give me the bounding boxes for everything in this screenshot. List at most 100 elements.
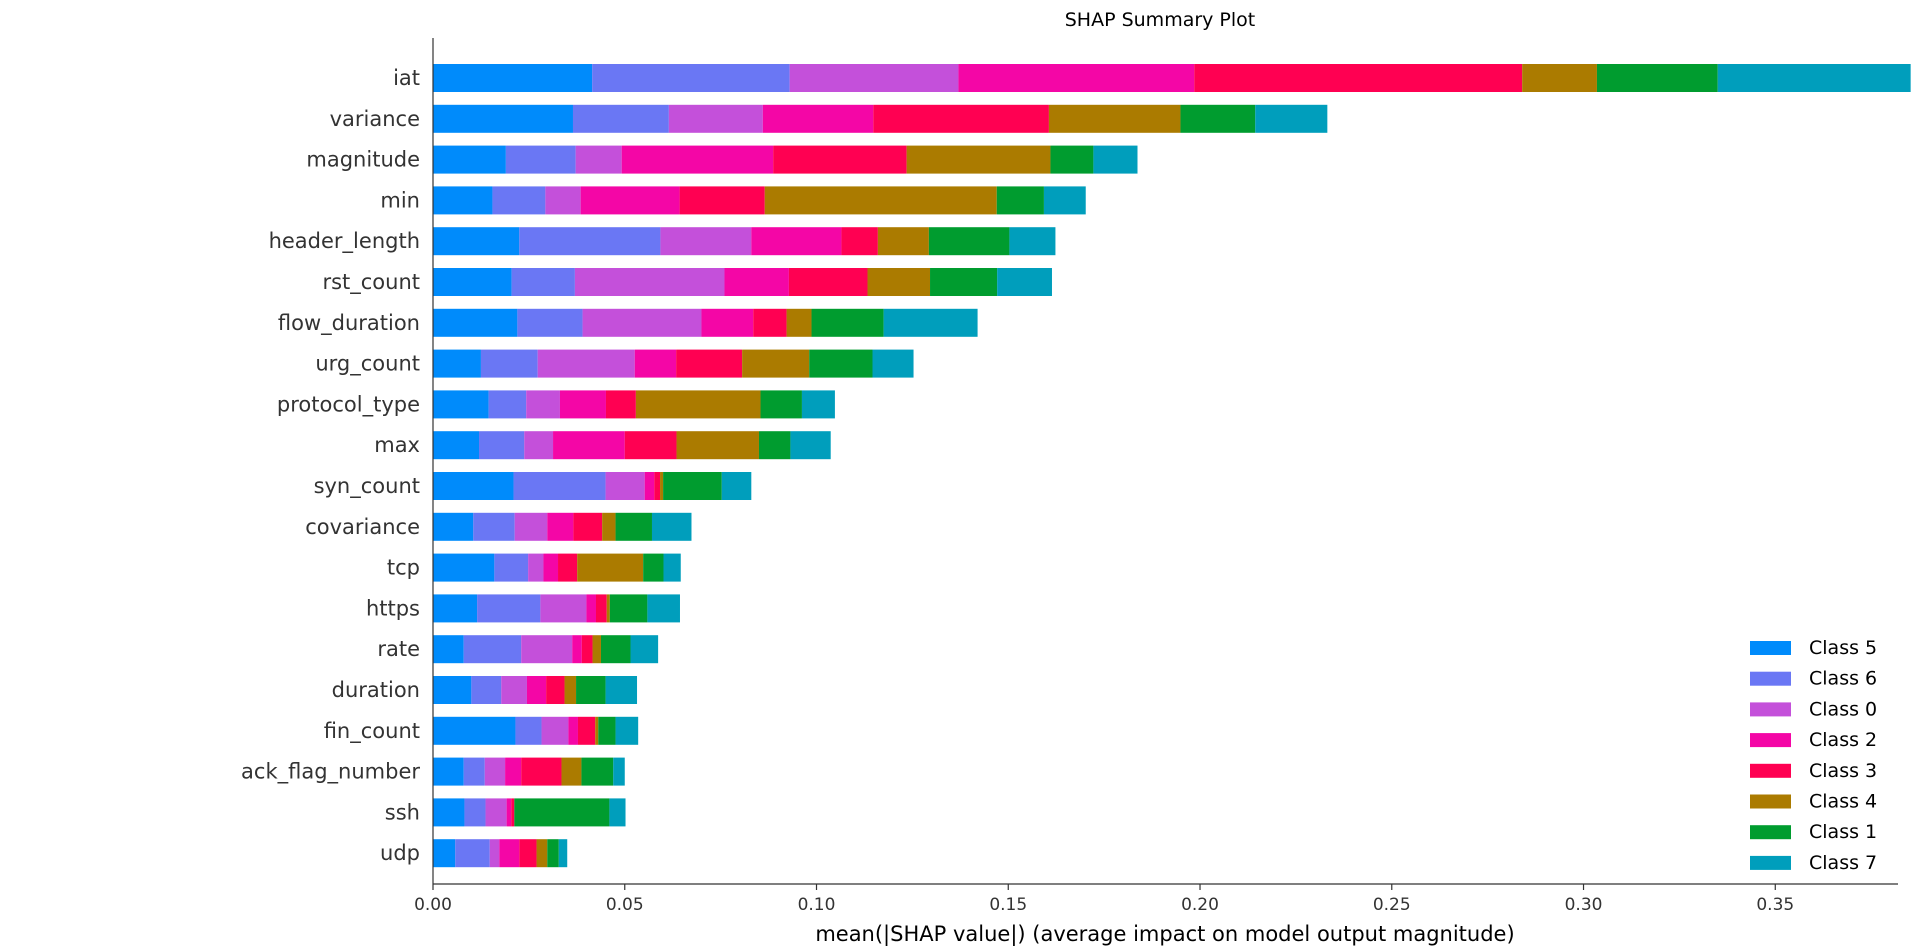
bar-segment-iat-class-2 [958, 64, 1195, 92]
bar-segment-magnitude-class-1 [1050, 145, 1094, 174]
bar-segment-ack_flag_number-class-5 [433, 757, 464, 786]
x-axis-label: mean(|SHAP value|) (average impact on mo… [815, 922, 1514, 947]
bar-segment-tcp-class-4 [577, 553, 644, 582]
bar-segment-rst_count-class-0 [574, 268, 725, 296]
bar-segment-header_length-class-4 [877, 227, 929, 256]
bar-segment-ack_flag_number-class-3 [521, 757, 562, 786]
bar-segment-https-class-7 [647, 594, 680, 623]
feature-label-ack_flag_number: ack_flag_number [241, 760, 420, 785]
bar-segment-iat-class-6 [592, 64, 790, 92]
feature-label-max: max [374, 433, 420, 457]
bar-segment-variance-class-0 [668, 104, 763, 133]
bar-segment-header_length-class-1 [928, 227, 1010, 256]
bar-segment-max-class-7 [790, 431, 831, 460]
bar-segment-iat-class-5 [433, 64, 593, 92]
bar-segment-rate-class-7 [630, 635, 659, 664]
bar-segment-urg_count-class-1 [809, 349, 873, 378]
legend-swatch-class-7 [1750, 855, 1791, 870]
feature-label-ssh: ssh [385, 800, 420, 824]
bar-segment-covariance-class-2 [547, 512, 574, 541]
bar-segment-min-class-5 [433, 186, 493, 215]
bar-segment-variance-class-6 [572, 104, 669, 133]
bar-segment-covariance-class-0 [514, 512, 548, 541]
bar-segment-min-class-3 [679, 186, 765, 215]
bar-segment-protocol_type-class-0 [526, 390, 560, 419]
bar-segment-https-class-4 [606, 594, 610, 623]
bar-segment-rst_count-class-6 [511, 268, 575, 296]
bar-segment-ssh-class-0 [485, 798, 507, 827]
bar-segment-ssh-class-7 [609, 798, 626, 827]
feature-label-tcp: tcp [387, 556, 420, 580]
bar-segment-protocol_type-class-1 [760, 390, 802, 419]
bar-segment-ssh-class-3 [511, 798, 515, 827]
bar-segment-ack_flag_number-class-7 [613, 757, 625, 786]
bar-segment-https-class-6 [477, 594, 541, 623]
bar-segment-variance-class-4 [1048, 104, 1181, 133]
bar-segment-min-class-2 [580, 186, 680, 215]
feature-label-udp: udp [380, 841, 420, 865]
bar-segment-duration-class-6 [471, 676, 502, 704]
feature-label-covariance: covariance [305, 515, 420, 539]
bar-segment-iat-class-0 [789, 64, 959, 92]
feature-label-duration: duration [332, 678, 420, 702]
legend-label-class-7: Class 7 [1809, 852, 1877, 874]
bar-segment-udp-class-0 [489, 839, 500, 868]
bar-segment-header_length-class-7 [1009, 227, 1056, 256]
bar-segment-magnitude-class-3 [773, 145, 907, 174]
bar-segment-duration-class-1 [576, 676, 606, 704]
bar-segment-fin_count-class-0 [541, 716, 569, 745]
bar-segment-fin_count-class-2 [568, 716, 578, 745]
bar-segment-flow_duration-class-7 [883, 308, 978, 337]
bar-segment-magnitude-class-6 [505, 145, 576, 174]
bar-segment-min-class-7 [1043, 186, 1086, 215]
bar-segment-variance-class-1 [1180, 104, 1256, 133]
bar-segment-ack_flag_number-class-2 [505, 757, 522, 786]
bar-segment-syn_count-class-5 [433, 472, 514, 500]
bar-segment-duration-class-2 [526, 676, 547, 704]
bar-segment-rate-class-3 [581, 635, 593, 664]
bar-segment-ssh-class-1 [514, 798, 610, 827]
bar-segment-max-class-0 [524, 431, 554, 460]
legend-swatch-class-1 [1750, 825, 1791, 840]
legend-swatch-class-4 [1750, 794, 1791, 809]
bar-segment-fin_count-class-1 [598, 716, 616, 745]
bar-segment-fin_count-class-7 [615, 716, 639, 745]
bar-segment-magnitude-class-2 [621, 145, 774, 174]
bar-segment-ssh-class-2 [506, 798, 512, 827]
bar-segment-header_length-class-6 [519, 227, 661, 256]
feature-label-https: https [366, 596, 420, 620]
bar-segment-rst_count-class-2 [724, 268, 789, 296]
bar-segment-rate-class-5 [433, 635, 464, 664]
bar-segment-covariance-class-4 [602, 512, 616, 541]
bar-segment-https-class-3 [595, 594, 607, 623]
bar-segment-rst_count-class-5 [433, 268, 512, 296]
bar-segment-flow_duration-class-6 [517, 308, 583, 337]
legend-label-class-0: Class 0 [1809, 698, 1877, 720]
bar-segment-protocol_type-class-7 [801, 390, 835, 419]
bar-segment-protocol_type-class-5 [433, 390, 489, 419]
bar-segment-covariance-class-3 [573, 512, 603, 541]
bar-segment-header_length-class-0 [660, 227, 752, 256]
legend-swatch-class-6 [1750, 671, 1791, 686]
bar-segment-max-class-1 [758, 431, 791, 460]
bar-segment-urg_count-class-2 [634, 349, 677, 378]
bar-segment-header_length-class-3 [841, 227, 878, 256]
bar-segment-magnitude-class-5 [433, 145, 506, 174]
bar-segment-max-class-6 [479, 431, 525, 460]
bar-segment-urg_count-class-3 [676, 349, 743, 378]
bar-segment-variance-class-3 [873, 104, 1049, 133]
bar-segment-iat-class-1 [1596, 64, 1718, 92]
bar-segment-protocol_type-class-2 [559, 390, 606, 419]
bar-segment-rst_count-class-4 [867, 268, 931, 296]
bar-segment-tcp-class-7 [663, 553, 681, 582]
feature-label-fin_count: fin_count [324, 719, 420, 744]
bar-segment-duration-class-7 [605, 676, 638, 704]
bar-segment-iat-class-3 [1194, 64, 1523, 92]
legend-label-class-3: Class 3 [1809, 760, 1877, 782]
bar-segment-flow_duration-class-3 [753, 308, 787, 337]
bar-segment-tcp-class-6 [494, 553, 529, 582]
bar-segment-urg_count-class-5 [433, 349, 481, 378]
bar-segment-fin_count-class-6 [515, 716, 542, 745]
feature-label-header_length: header_length [269, 229, 420, 254]
